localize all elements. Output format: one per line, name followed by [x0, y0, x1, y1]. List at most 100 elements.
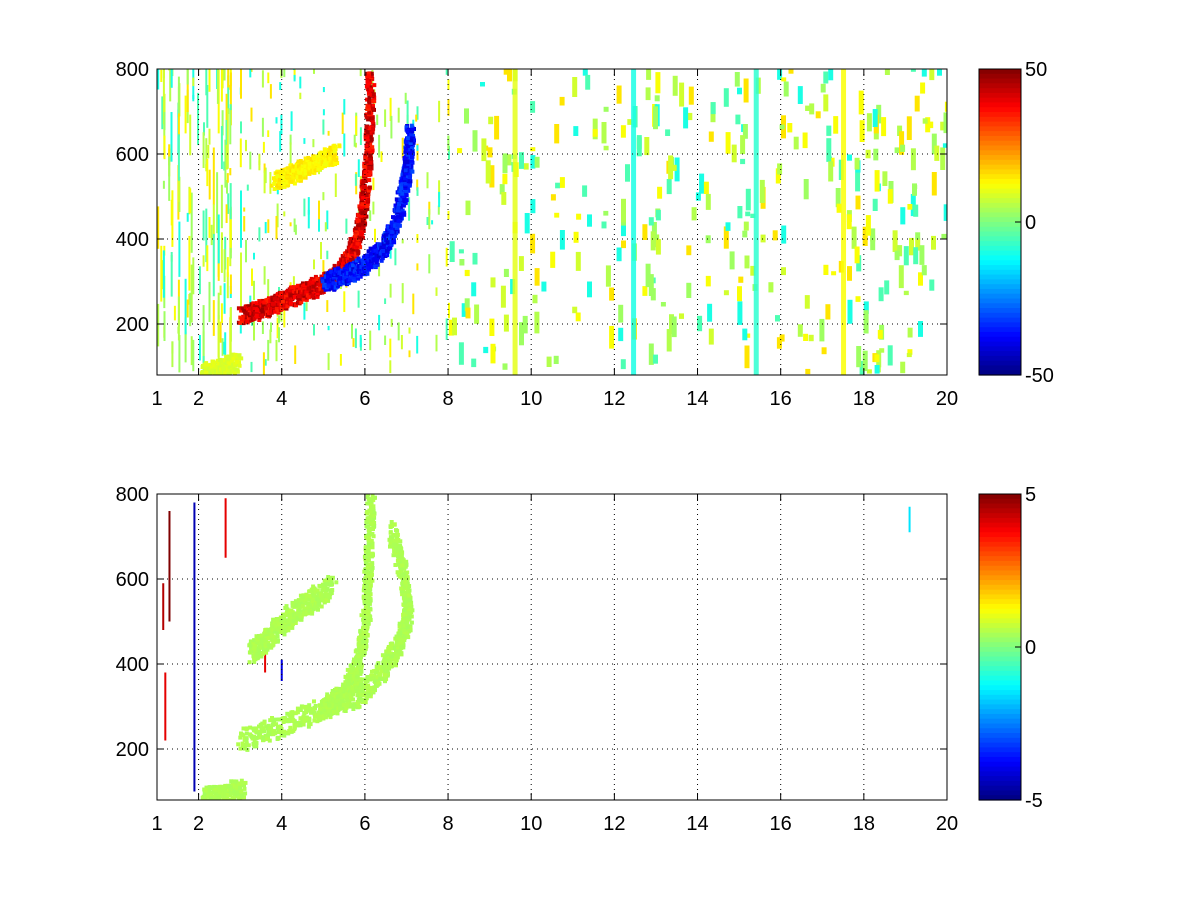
bot-ridge-cell: [236, 742, 241, 747]
top-colorbar-swatch: [979, 202, 1021, 209]
top-ridge-cell: [394, 215, 399, 220]
bot-ridge-cell: [334, 699, 339, 704]
bot-ridge-cell: [321, 716, 326, 721]
bot-ridge-cell: [393, 657, 398, 662]
top-noise-cell: [582, 185, 588, 197]
top-noise-cell: [660, 302, 666, 307]
top-ridge-cell: [332, 270, 337, 275]
top-noise-cell: [188, 235, 191, 291]
top-noise-cell: [802, 132, 808, 149]
bot-ridge-cell: [401, 612, 406, 617]
top-noise-cell: [219, 285, 222, 296]
top-colorbar-swatch: [979, 78, 1021, 84]
bot-ridge-cell: [363, 566, 368, 571]
top-noise-cell: [283, 310, 286, 328]
top-noise-cell: [750, 265, 756, 276]
bot-ridge-cell: [330, 689, 335, 693]
bot-outlier: [280, 659, 283, 681]
top-noise-cell: [519, 152, 524, 169]
top-colorbar-swatch: [979, 150, 1021, 156]
top-noise-cell: [428, 209, 431, 230]
top-ridge-cell: [361, 179, 366, 184]
top-noise-cell: [249, 151, 252, 170]
top-ridge-cell: [270, 301, 275, 306]
top-noise-cell: [803, 333, 809, 341]
bot-ridge-cell: [378, 672, 383, 677]
top-noise-cell: [882, 171, 888, 186]
top-ridge-cell: [368, 252, 373, 257]
top-colorbar-swatch: [979, 288, 1021, 295]
top-ridge-cell: [253, 311, 258, 316]
top-ridge-cell: [297, 296, 302, 301]
top-colorbar-swatch: [979, 250, 1021, 257]
bot-ridge-cell: [351, 689, 356, 694]
bot-ridge-cell: [405, 631, 410, 636]
bot-ridge-cell: [402, 634, 407, 639]
bot-ridge-cell: [238, 746, 243, 751]
top-colorbar-swatch: [979, 102, 1021, 108]
top-noise-cell: [464, 298, 470, 312]
bot-ridge-cell: [363, 700, 368, 705]
top-noise-cell: [653, 106, 658, 130]
top-noise-cell: [270, 322, 272, 332]
bot-ridge-cell: [362, 639, 367, 644]
top-ridge-cell: [367, 166, 372, 170]
top-ridge-cell: [333, 160, 338, 165]
bot-ridge-cell: [298, 708, 303, 712]
top-noise-cell: [205, 69, 208, 96]
bot-ridge-cell: [351, 703, 356, 708]
top-noise-cell: [445, 69, 448, 75]
top-colorbar-swatch: [979, 284, 1021, 290]
top-ridge-cell: [277, 182, 282, 187]
bot-ridge-cell: [368, 538, 373, 543]
bot-ridge-cell: [368, 618, 373, 622]
bot-ridge-cell: [301, 722, 306, 727]
bot-ridge-cell: [354, 648, 359, 653]
top-noise-cell: [269, 329, 272, 344]
bot-ridge-cell: [404, 610, 409, 615]
top-ridge-cell: [367, 95, 372, 100]
top-noise-cell: [376, 114, 379, 125]
bot-ridge-cell: [309, 710, 313, 715]
top-ridge-cell: [337, 276, 342, 281]
bot-ridge-cell: [365, 586, 370, 591]
top-ridge-cell: [307, 171, 312, 176]
top-ridge-cell: [224, 371, 229, 375]
top-noise-cell: [500, 285, 506, 308]
top-noise-cell: [157, 206, 160, 249]
top-ridge-cell: [379, 258, 384, 263]
bot-ridge-cell: [327, 697, 332, 701]
top-ridge-cell: [373, 251, 377, 256]
top-noise-cell: [229, 168, 232, 176]
top-noise-cell: [737, 87, 742, 95]
top-ridge-cell: [409, 132, 414, 137]
top-noise-cell: [245, 139, 247, 152]
bot-ridge-cell: [316, 711, 321, 716]
top-noise-cell: [465, 200, 471, 216]
top-ridge-cell: [213, 377, 217, 381]
bot-ridge-cell: [354, 667, 359, 672]
top-noise-cell: [171, 341, 174, 354]
top-noise-cell: [788, 69, 794, 74]
top-noise-cell: [808, 334, 814, 342]
top-ridge-cell: [398, 189, 403, 193]
top-ridge-cell: [363, 195, 368, 200]
bot-ridge-cell: [364, 629, 369, 634]
top-noise-cell: [448, 302, 450, 319]
top-ridge-cell: [360, 199, 364, 204]
top-noise-cell: [559, 177, 565, 188]
top-ridge-cell: [294, 166, 299, 171]
top-ridge-cell: [235, 359, 239, 364]
top-ridge-cell: [327, 148, 332, 153]
top-noise-cell: [404, 92, 407, 104]
top-ridge-cell: [391, 215, 395, 220]
top-ridge-cell: [372, 257, 377, 262]
top-noise-cell: [359, 127, 362, 145]
top-noise-cell: [226, 257, 229, 277]
top-vertical-band: [841, 69, 847, 375]
bot-ridge-cell: [361, 693, 366, 698]
bot-ridge-cell: [354, 676, 359, 681]
bot-ridge-cell: [366, 528, 371, 533]
top-ridge-cell: [272, 187, 277, 191]
top-colorbar-swatch: [979, 355, 1021, 362]
